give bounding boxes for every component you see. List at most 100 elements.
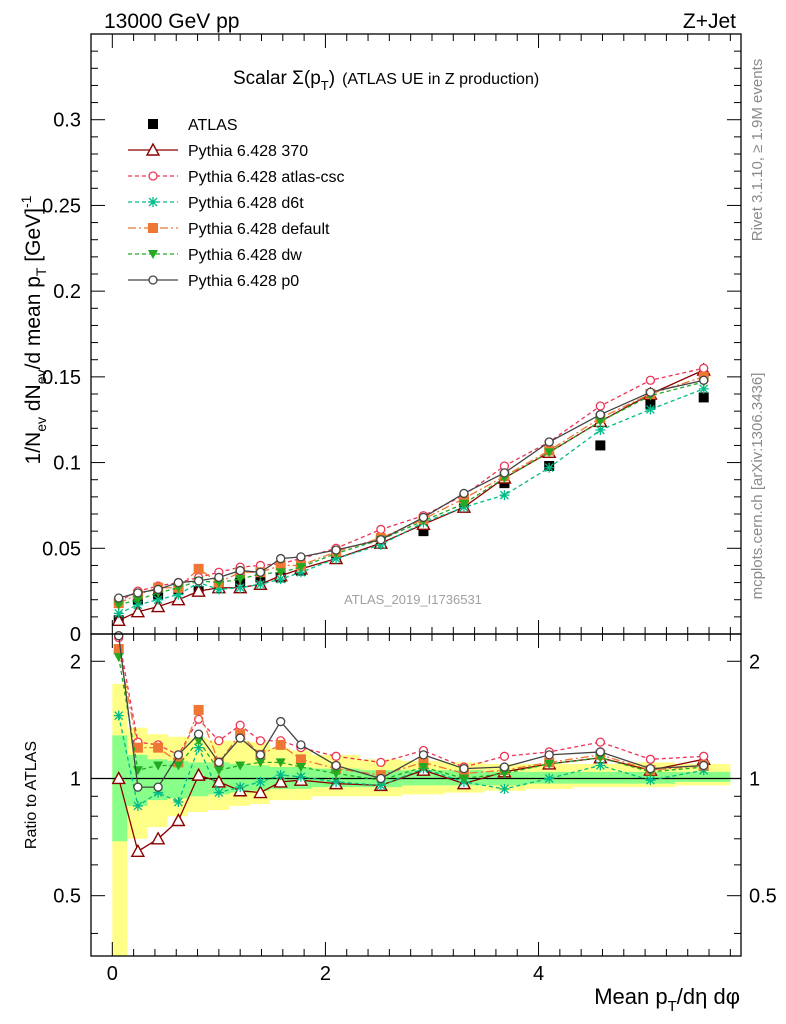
ratio-point-pythia-6-428-dw: [235, 761, 246, 771]
data-point-atlas: [595, 440, 606, 451]
data-point-pythia-6-428-dw: [458, 499, 469, 509]
ratio-point-pythia-6-428-p0: [699, 760, 709, 771]
data-point-pythia-6-428-d6t: [113, 608, 124, 619]
legend-entry-label: Pythia 6.428 p0: [188, 273, 299, 290]
ratio-point-pythia-6-428-dw: [499, 769, 510, 779]
series-line-pythia-6-428-default: [118, 376, 704, 604]
data-point-pythia-6-428-dw: [235, 575, 246, 585]
ratio-point-pythia-6-428-d6t: [645, 775, 656, 786]
ratio-point-pythia-6-428-d6t: [235, 782, 246, 793]
x-tick-label: 2: [320, 963, 331, 985]
ratio-point-pythia-6-428-default: [153, 742, 164, 753]
ratio-y-tick-label: 0.5: [53, 886, 81, 908]
data-point-atlas: [645, 399, 656, 410]
legend-entry-label: ATLAS: [188, 117, 238, 134]
ratio-point-pythia-6-428-atlas-csc: [595, 737, 605, 747]
data-point-pythia-6-428-p0: [459, 488, 469, 499]
legend: ATLAS Pythia 6.428 370 Pythia 6.428 atlas-…: [128, 117, 345, 290]
ratio-point-pythia-6-428-d6t: [499, 783, 510, 794]
ratio-point-pythia-6-428-370: [273, 774, 288, 788]
data-point-pythia-6-428-p0: [595, 409, 605, 420]
ratio-point-pythia-6-428-dw: [595, 753, 606, 763]
data-point-pythia-6-428-d6t: [544, 462, 555, 473]
ratio-point-pythia-6-428-370: [171, 813, 186, 827]
main-y-axis-label: 1/Nev dNev/d mean pT [GeV]-1: [18, 195, 49, 464]
data-point-pythia-6-428-370: [130, 604, 146, 618]
main-y-tick-label: 0.3: [53, 110, 81, 132]
ratio-point-pythia-6-428-p0: [331, 760, 341, 771]
ratio-point-pythia-6-428-default: [113, 644, 124, 655]
ratio-point-pythia-6-428-p0: [235, 733, 245, 743]
data-point-pythia-6-428-atlas-csc: [595, 401, 605, 411]
ratio-point-pythia-6-428-dw: [173, 761, 184, 771]
ratio-point-pythia-6-428-atlas-csc: [214, 736, 224, 746]
data-point-pythia-6-428-p0: [173, 577, 184, 588]
data-point-pythia-6-428-d6t: [499, 490, 510, 501]
ratio-point-pythia-6-428-dw: [193, 736, 204, 746]
ratio-point-pythia-6-428-dw: [544, 759, 555, 769]
ratio-point-pythia-6-428-d6t: [255, 776, 266, 787]
ratio-y-tick-label-right: 2: [749, 651, 760, 673]
legend-entry-label: Pythia 6.428 370: [188, 143, 308, 160]
main-y-tick-label: 0.1: [53, 453, 81, 475]
data-point-pythia-6-428-atlas-csc: [699, 363, 709, 373]
data-point-pythia-6-428-370: [111, 612, 126, 626]
data-point-pythia-6-428-d6t: [295, 567, 306, 578]
ratio-frame: [90, 633, 742, 957]
data-point-pythia-6-428-d6t: [173, 589, 184, 600]
band-inner-bin: [674, 771, 731, 782]
ratio-point-pythia-6-428-p0: [544, 750, 554, 760]
legend-entry-label: Pythia 6.428 dw: [188, 247, 302, 264]
data-point-pythia-6-428-p0: [276, 553, 286, 564]
legend-marker: [148, 250, 158, 259]
ratio-point-pythia-6-428-p0: [193, 729, 204, 739]
data-point-pythia-6-428-p0: [376, 535, 386, 545]
ratio-point-pythia-6-428-p0: [645, 763, 656, 774]
data-point-pythia-6-428-d6t: [698, 383, 709, 394]
data-point-pythia-6-428-atlas-csc: [376, 524, 386, 535]
data-point-pythia-6-428-d6t: [132, 599, 143, 610]
data-point-pythia-6-428-d6t: [331, 553, 342, 564]
data-point-pythia-6-428-d6t: [275, 574, 286, 585]
band-inner-bin: [147, 759, 168, 801]
legend-marker: [145, 142, 161, 156]
legend-entry-label: Pythia 6.428 atlas-csc: [188, 169, 345, 186]
data-point-pythia-6-428-d6t: [595, 425, 606, 435]
data-point-pythia-6-428-default: [193, 563, 204, 574]
ratio-y-tick-label: 2: [70, 651, 81, 673]
ratio-point-pythia-6-428-370: [130, 843, 146, 858]
series-line-pythia-6-428-dw: [118, 381, 704, 606]
data-point-pythia-6-428-p0: [296, 552, 306, 562]
data-point-pythia-6-428-d6t: [235, 582, 246, 593]
ratio-point-pythia-6-428-p0: [255, 750, 266, 760]
ratio-point-pythia-6-428-dw: [418, 763, 429, 773]
data-point-pythia-6-428-dw: [544, 448, 555, 458]
ratio-point-pythia-6-428-p0: [595, 747, 605, 757]
legend-marker: [148, 171, 158, 181]
data-point-pythia-6-428-d6t: [375, 539, 386, 550]
ratio-point-pythia-6-428-default: [132, 742, 143, 753]
ratio-point-pythia-6-428-default: [458, 768, 469, 779]
data-point-pythia-6-428-d6t: [153, 594, 164, 605]
main-y-tick-label: 0.2: [53, 281, 81, 303]
ratio-point-pythia-6-428-d6t: [153, 787, 164, 798]
ratio-point-pythia-6-428-d6t: [132, 800, 143, 811]
ratio-point-pythia-6-428-dw: [331, 769, 342, 779]
ratio-point-pythia-6-428-p0: [153, 782, 163, 792]
ratio-y-tick-label-right: 0.5: [749, 886, 777, 908]
legend-entry-label: Pythia 6.428 default: [188, 221, 330, 238]
legend-entry-label: Pythia 6.428 d6t: [188, 195, 304, 212]
data-point-pythia-6-428-d6t: [645, 404, 656, 415]
data-point-pythia-6-428-dw: [113, 600, 124, 610]
header-left: 13000 GeV pp: [104, 10, 239, 33]
ratio-point-pythia-6-428-dw: [153, 761, 164, 771]
ratio-point-pythia-6-428-d6t: [275, 770, 286, 781]
ratio-point-pythia-6-428-370: [211, 774, 227, 788]
data-point-pythia-6-428-p0: [114, 593, 124, 603]
series-line-pythia-6-428-atlas-csc: [118, 367, 704, 603]
data-point-pythia-6-428-default: [458, 493, 469, 504]
ratio-point-pythia-6-428-default: [418, 757, 429, 768]
x-tick-label: 0: [107, 963, 118, 985]
ratio-point-pythia-6-428-atlas-csc: [499, 751, 510, 761]
ratio-point-pythia-6-428-dw: [458, 774, 469, 784]
